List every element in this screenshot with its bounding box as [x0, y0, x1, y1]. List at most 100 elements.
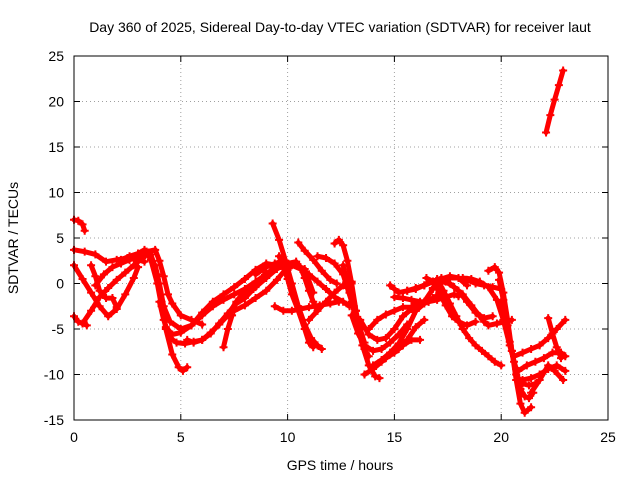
data-point [198, 308, 207, 317]
data-point [484, 283, 493, 292]
data-point [518, 375, 527, 384]
data-point [95, 302, 104, 311]
x-tick-label: 5 [177, 429, 185, 445]
data-point [91, 281, 100, 290]
data-point [360, 341, 369, 350]
data-point [495, 275, 504, 284]
data-point [129, 261, 138, 270]
data-point [251, 294, 260, 303]
data-point [146, 255, 155, 264]
data-point [554, 81, 563, 90]
data-point [428, 284, 437, 293]
data-point [304, 338, 313, 347]
data-point [484, 352, 493, 361]
data-point [522, 361, 531, 370]
data-point [407, 295, 416, 304]
x-tick-label: 25 [600, 429, 616, 445]
data-point [317, 345, 326, 354]
data-point [377, 345, 386, 354]
data-point [330, 239, 339, 248]
data-point [102, 257, 111, 266]
data-point [445, 274, 454, 283]
data-point [356, 315, 365, 324]
data-point [552, 325, 561, 333]
data-point [490, 357, 499, 366]
data-point [219, 290, 228, 299]
data-point [559, 375, 568, 384]
data-point [189, 338, 198, 347]
y-tick-label: -15 [44, 412, 64, 428]
y-tick-label: 0 [56, 276, 64, 292]
data-point [403, 286, 412, 295]
data-point [480, 317, 489, 326]
data-point [108, 263, 117, 272]
series-s51 [542, 66, 568, 137]
data-point [550, 95, 559, 104]
data-point [390, 306, 399, 315]
data-point [390, 325, 399, 333]
data-point [198, 335, 207, 344]
data-point [172, 338, 181, 347]
data-point [420, 297, 429, 306]
data-point [99, 270, 108, 279]
series-s5 [78, 248, 153, 328]
series-s3 [70, 261, 143, 321]
series-line [545, 315, 564, 361]
data-point [313, 306, 322, 315]
series-s1 [70, 215, 89, 235]
data-point [390, 293, 399, 302]
data-point [433, 295, 442, 304]
data-point [206, 328, 215, 337]
data-point [386, 338, 395, 347]
series-line [443, 279, 515, 328]
data-point [230, 290, 239, 299]
data-point [228, 311, 237, 320]
data-point [398, 294, 407, 303]
data-point [153, 279, 162, 288]
data-point [313, 252, 322, 261]
x-tick-label: 10 [280, 429, 296, 445]
data-point [527, 345, 536, 354]
data-point [559, 66, 568, 75]
data-point [386, 281, 395, 290]
data-point [230, 306, 239, 315]
data-point [176, 328, 185, 337]
data-point [287, 261, 296, 270]
data-point [490, 263, 499, 272]
data-point [458, 325, 467, 333]
data-point [240, 274, 249, 283]
data-point [458, 274, 467, 283]
data-point [183, 335, 192, 344]
data-point [91, 272, 100, 281]
data-point [548, 329, 557, 338]
data-point [544, 334, 553, 343]
data-point [112, 303, 121, 312]
data-point [520, 392, 529, 401]
data-point [78, 220, 87, 229]
series-s14 [219, 311, 237, 352]
y-tick-label: -10 [44, 367, 64, 383]
series-s13 [183, 286, 249, 347]
data-point [159, 272, 168, 281]
data-point [294, 238, 303, 247]
data-point [296, 304, 305, 313]
data-point [369, 346, 378, 355]
data-point [542, 128, 551, 137]
data-point [527, 374, 536, 383]
data-point [125, 252, 134, 261]
data-point [467, 301, 476, 310]
data-point [546, 111, 555, 120]
data-point [251, 270, 260, 279]
y-tick-label: -5 [52, 321, 65, 337]
data-point [283, 274, 292, 283]
data-point [548, 348, 557, 357]
data-point [390, 348, 399, 357]
data-point [268, 219, 277, 228]
data-point [104, 312, 113, 321]
data-point [458, 290, 467, 299]
data-point [398, 341, 407, 350]
data-point [505, 337, 514, 346]
data-point [287, 306, 296, 315]
series-s41 [441, 277, 516, 330]
data-point [116, 255, 125, 264]
